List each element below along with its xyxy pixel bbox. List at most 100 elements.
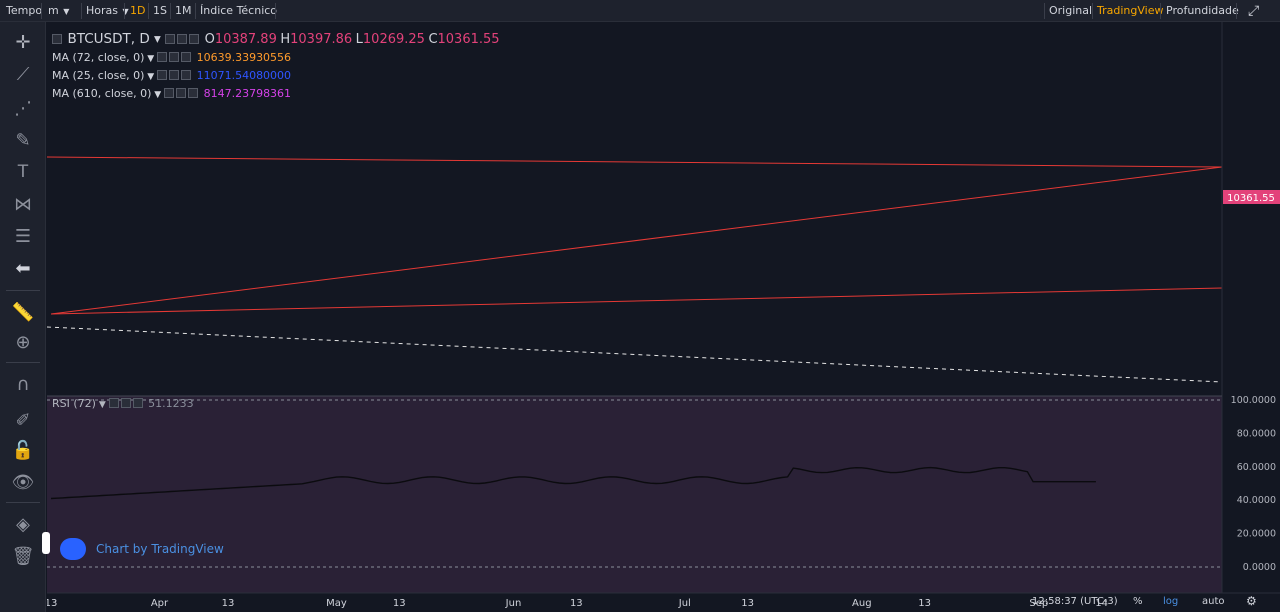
low-label: L	[355, 32, 363, 47]
gear-icon[interactable]	[177, 34, 188, 44]
settings-icon[interactable]	[108, 398, 119, 408]
horas-select[interactable]: Horas ▼	[82, 2, 133, 20]
collapse-icon[interactable]	[52, 34, 62, 44]
stay-drawing-icon[interactable]: ✐	[15, 409, 31, 431]
price-chart[interactable]: 32500.0027500.0021500.0017500.0014500.00…	[47, 22, 1280, 612]
chevron-down-icon[interactable]: ▾	[149, 31, 166, 47]
pitchfork-icon[interactable]: ⋰	[14, 97, 32, 119]
divider	[148, 3, 149, 19]
ma72-legend: MA (72, close, 0) ▼ 10639.33930556	[52, 50, 291, 67]
view-original-button[interactable]: Original	[1049, 4, 1093, 17]
resistance-trendline	[47, 156, 1223, 168]
view-tradingview-button[interactable]: TradingView	[1097, 4, 1164, 17]
timeframe-1d-button[interactable]: 1D	[130, 4, 146, 17]
time-tick-label: 13	[570, 598, 583, 609]
crosshair-icon[interactable]: ✛	[15, 31, 31, 53]
gear-icon[interactable]	[176, 88, 187, 98]
time-axis-ticks: 13 Apr 13 May 13 Jun 13 Jul 13 Aug 13 Sep 14	[47, 598, 1108, 609]
time-tick-label: Jun	[505, 598, 522, 609]
gear-icon[interactable]	[120, 398, 131, 408]
divider	[1236, 3, 1237, 19]
eye-icon[interactable]: 👁	[11, 471, 35, 493]
interval-select[interactable]: m ▼	[44, 2, 80, 20]
chevron-down-icon[interactable]: ▼	[144, 54, 158, 64]
fib-icon[interactable]: ☰	[14, 225, 32, 247]
rsi-tick-label: 0.0000	[1243, 562, 1276, 573]
fullscreen-icon[interactable]: ⤢	[1248, 3, 1260, 19]
divider	[124, 3, 125, 19]
close-icon[interactable]	[132, 398, 143, 408]
settings-icon[interactable]	[164, 88, 175, 98]
rsi-axis-ticks: 100.0000 80.0000 60.0000 40.0000 20.0000 0.00…	[47, 395, 1276, 573]
settings-icon[interactable]	[157, 52, 168, 62]
ma72-value: 10639.33930556	[196, 51, 292, 64]
close-icon[interactable]	[181, 70, 192, 80]
divider	[81, 3, 82, 19]
settings-icon[interactable]	[165, 34, 176, 44]
ma72-label[interactable]: MA (72, close, 0)	[52, 51, 145, 64]
view-depth-button[interactable]: Profundidade	[1166, 4, 1239, 17]
chevron-down-icon[interactable]: ▼	[95, 400, 109, 410]
settings-gear-icon[interactable]: ⚙	[1246, 594, 1257, 608]
time-tick-label: Jul	[678, 598, 691, 609]
gear-icon[interactable]	[169, 70, 180, 80]
text-tool-icon[interactable]: T	[17, 162, 29, 182]
layers-icon[interactable]: ◈	[16, 513, 30, 535]
horas-value: Horas	[86, 4, 118, 17]
divider	[41, 3, 42, 19]
percent-toggle[interactable]: %	[1133, 596, 1143, 607]
close-icon[interactable]	[181, 52, 192, 62]
log-toggle[interactable]: log	[1163, 596, 1179, 607]
ma25-label[interactable]: MA (25, close, 0)	[52, 69, 145, 82]
timeframe-1s-button[interactable]: 1S	[153, 4, 167, 17]
rsi-label[interactable]: RSI (72)	[52, 397, 96, 410]
close-icon[interactable]	[188, 88, 199, 98]
divider	[1044, 3, 1045, 19]
low-value: 10269.25	[362, 32, 425, 47]
close-icon[interactable]	[189, 34, 200, 44]
rsi-tick-label: 40.0000	[1237, 495, 1276, 506]
high-label: H	[280, 32, 291, 47]
ma25-value: 11071.54080000	[196, 69, 292, 82]
support-trendline	[50, 287, 1223, 315]
divider	[6, 502, 40, 503]
ma610-label[interactable]: MA (610, close, 0)	[52, 87, 152, 100]
rsi-value: 51.1233	[148, 397, 194, 410]
back-arrow-icon[interactable]: ⬅	[15, 257, 31, 279]
magnet-icon[interactable]: ∩	[16, 373, 30, 395]
indicators-button[interactable]: Índice Técnico	[200, 4, 278, 17]
divider	[6, 290, 40, 291]
last-price-badge: 10361.55	[1223, 190, 1280, 204]
pattern-icon[interactable]: ⋈	[14, 193, 32, 215]
open-value: 10387.89	[214, 32, 277, 47]
scroll-handle[interactable]	[42, 532, 50, 554]
timeframe-1m-button[interactable]: 1M	[175, 4, 192, 17]
brush-icon[interactable]: ✎	[15, 129, 31, 151]
open-label: O	[204, 32, 215, 47]
symbol-name[interactable]: BTCUSDT, D	[67, 31, 150, 47]
ruler-icon[interactable]: 📏	[11, 301, 35, 323]
auto-toggle[interactable]: auto	[1202, 596, 1225, 607]
time-axis[interactable]	[47, 593, 1280, 612]
settings-icon[interactable]	[157, 70, 168, 80]
close-value: 10361.55	[437, 32, 500, 47]
divider	[170, 3, 171, 19]
time-tick-label: 13	[741, 598, 754, 609]
drawing-toolbar: ✛ ⟋ ⋰ ✎ T ⋈ ☰ ⬅ 📏 ⊕ ∩ ✐ 🔓 👁 ◈ 🗑	[0, 22, 46, 612]
symbol-legend: BTCUSDT, D ▾ O10387.89 H10397.86 L10269.…	[52, 31, 500, 48]
chevron-down-icon[interactable]: ▼	[144, 72, 158, 82]
zoom-icon[interactable]: ⊕	[15, 331, 31, 353]
rsi-legend: RSI (72) ▼ 51.1233	[52, 396, 194, 413]
chevron-down-icon[interactable]: ▼	[151, 90, 165, 100]
divider	[195, 3, 196, 19]
trend-line-icon[interactable]: ⟋	[16, 63, 30, 85]
tradingview-watermark[interactable]: Chart by TradingView	[60, 536, 224, 562]
time-tick-label: May	[326, 598, 347, 609]
gear-icon[interactable]	[169, 52, 180, 62]
time-tick-label: 13	[918, 598, 931, 609]
price-axis[interactable]	[1222, 22, 1280, 593]
time-tick-label: 13	[222, 598, 235, 609]
trash-icon[interactable]: 🗑	[11, 545, 35, 567]
rsi-line	[50, 466, 1096, 500]
lock-icon[interactable]: 🔓	[11, 439, 35, 461]
